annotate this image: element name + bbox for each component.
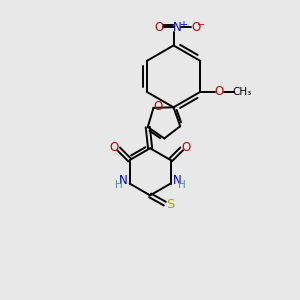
Text: O: O — [215, 85, 224, 98]
Text: O: O — [154, 21, 164, 34]
Text: O: O — [191, 21, 200, 34]
Text: +: + — [179, 20, 187, 30]
Text: N: N — [118, 174, 127, 187]
Text: −: − — [196, 20, 205, 30]
Text: O: O — [110, 141, 119, 154]
Text: O: O — [181, 141, 190, 154]
Text: CH₃: CH₃ — [232, 87, 252, 97]
Text: N: N — [173, 21, 182, 34]
Text: H: H — [115, 180, 122, 190]
Text: S: S — [166, 198, 174, 211]
Text: O: O — [154, 100, 163, 113]
Text: H: H — [178, 180, 186, 190]
Text: N: N — [173, 174, 182, 187]
